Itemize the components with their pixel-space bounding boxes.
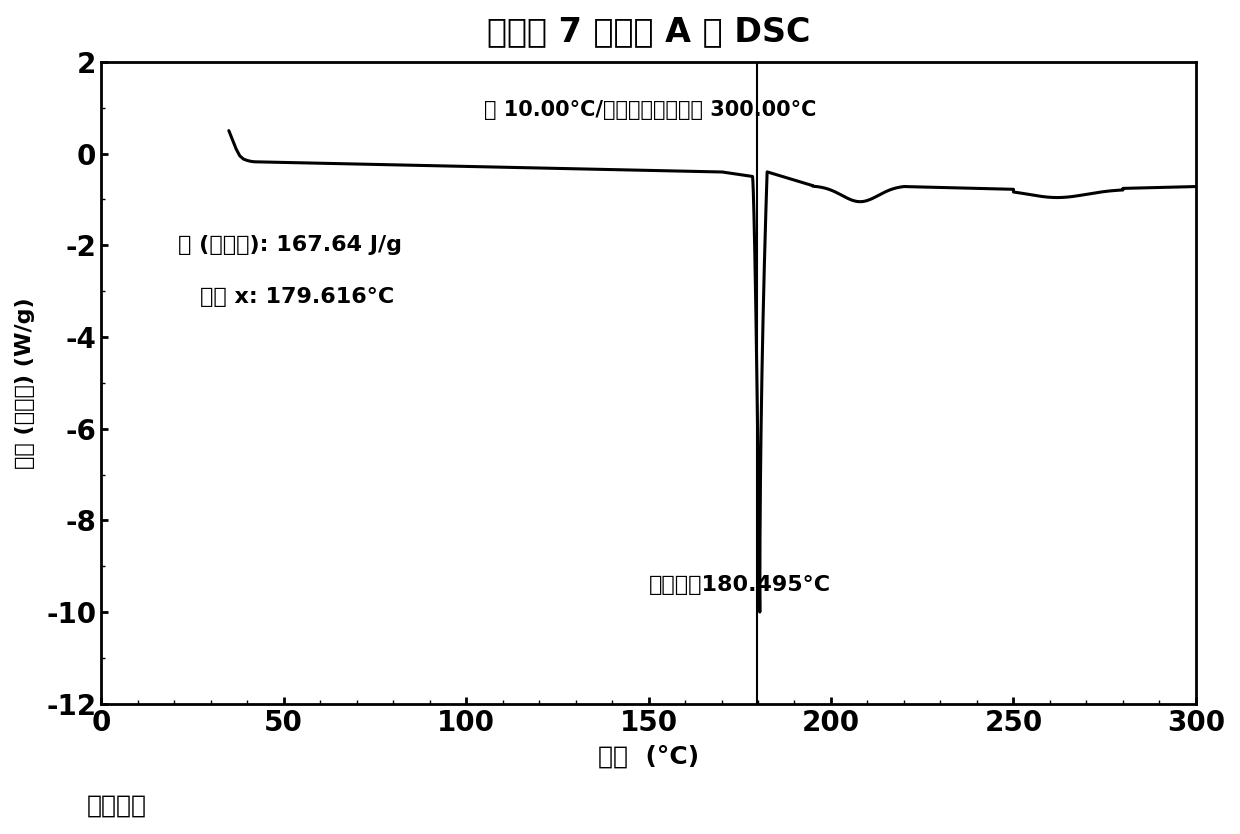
Title: 化合物 7 的形式 A 的 DSC: 化合物 7 的形式 A 的 DSC xyxy=(487,15,810,48)
Y-axis label: 热流 (归一化) (W/g): 热流 (归一化) (W/g) xyxy=(15,297,35,469)
X-axis label: 温度  (°C): 温度 (°C) xyxy=(598,745,699,769)
Text: 放热向上: 放热向上 xyxy=(87,793,146,817)
Text: 峰温度：180.495°C: 峰温度：180.495°C xyxy=(649,575,831,595)
Text: 以 10.00°C/分钟斜坡式升温至 300.00°C: 以 10.00°C/分钟斜坡式升温至 300.00°C xyxy=(485,100,817,120)
Text: 起始 x: 179.616°C: 起始 x: 179.616°C xyxy=(200,287,394,307)
Text: 焓 (归一化): 167.64 J/g: 焓 (归一化): 167.64 J/g xyxy=(177,235,402,255)
